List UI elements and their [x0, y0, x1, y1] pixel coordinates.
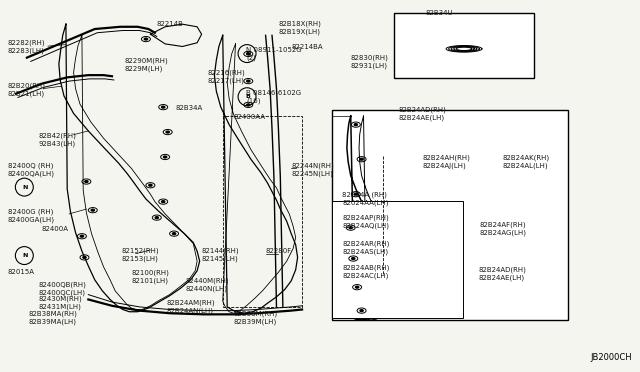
Circle shape: [247, 53, 250, 55]
Text: 82830(RH)
82931(LH): 82830(RH) 82931(LH): [351, 54, 388, 68]
Text: N: N: [22, 253, 28, 258]
Text: N: N: [22, 185, 28, 190]
Bar: [394, 13, 534, 78]
Text: 82244N(RH)
82245N(LH): 82244N(RH) 82245N(LH): [291, 162, 334, 176]
Circle shape: [247, 80, 250, 82]
Text: N: N: [245, 51, 250, 56]
Bar: [332, 110, 568, 320]
Text: 82216(RH)
82217(LH): 82216(RH) 82217(LH): [208, 69, 246, 83]
Text: 82214BA: 82214BA: [291, 44, 323, 49]
Text: 82B24AP(RH)
82B24AQ(LH): 82B24AP(RH) 82B24AQ(LH): [342, 214, 389, 228]
Text: 82152(RH)
82153(LH): 82152(RH) 82153(LH): [122, 248, 159, 262]
Text: 82400Q (RH)
82400QA(LH): 82400Q (RH) 82400QA(LH): [8, 162, 54, 176]
Text: 82400QB(RH)
82400QC(LH): 82400QB(RH) 82400QC(LH): [38, 281, 86, 295]
Text: 82400G (RH)
82400GA(LH): 82400G (RH) 82400GA(LH): [8, 209, 54, 223]
Text: 82B34U: 82B34U: [426, 10, 453, 16]
Text: 82B24AD(RH)
82B24AE(LH): 82B24AD(RH) 82B24AE(LH): [399, 106, 447, 121]
Text: 82400A: 82400A: [42, 226, 68, 232]
Text: 82B24AD(RH)
82B24AE(LH): 82B24AD(RH) 82B24AE(LH): [479, 266, 527, 280]
Circle shape: [145, 38, 148, 40]
Text: 82400AA: 82400AA: [234, 114, 266, 120]
Text: 82440M(RH)
82440N(LH): 82440M(RH) 82440N(LH): [186, 278, 229, 292]
Circle shape: [173, 233, 175, 235]
Text: 82B38MA(RH)
82B39MA(LH): 82B38MA(RH) 82B39MA(LH): [29, 311, 77, 325]
Circle shape: [83, 257, 86, 259]
Text: 82B20(RH)
82B21(LH): 82B20(RH) 82B21(LH): [8, 82, 45, 96]
Circle shape: [161, 201, 165, 202]
Text: B 08146-6102G
(16): B 08146-6102G (16): [246, 90, 301, 104]
Circle shape: [349, 227, 353, 228]
Circle shape: [352, 257, 355, 260]
Circle shape: [355, 124, 358, 126]
Text: 82B42(RH)
92B43(LH): 82B42(RH) 92B43(LH): [38, 132, 76, 147]
Circle shape: [156, 217, 159, 219]
Text: 82B24AK(RH)
82B24AL(LH): 82B24AK(RH) 82B24AL(LH): [502, 155, 550, 169]
Bar: [332, 201, 463, 318]
Text: 82B24A (RH)
82024AA(LH): 82B24A (RH) 82024AA(LH): [342, 192, 389, 206]
Text: 82B24AR(RH)
82B24AS(LH): 82B24AR(RH) 82B24AS(LH): [342, 240, 390, 254]
Text: 82B24AM(RH)
82B24AN(LH): 82B24AM(RH) 82B24AN(LH): [166, 300, 215, 314]
Text: 82B24AF(RH)
82B24AG(LH): 82B24AF(RH) 82B24AG(LH): [480, 222, 527, 236]
Text: 82100(RH)
82101(LH): 82100(RH) 82101(LH): [131, 270, 169, 284]
Text: 82280F: 82280F: [266, 248, 292, 254]
Text: 82B34A: 82B34A: [176, 105, 204, 111]
Circle shape: [161, 106, 165, 108]
Text: 82015A: 82015A: [8, 269, 35, 275]
Circle shape: [360, 310, 364, 312]
Text: 82290M(RH)
8229M(LH): 82290M(RH) 8229M(LH): [125, 58, 168, 72]
Text: 82B38M(RH)
82B39M(LH): 82B38M(RH) 82B39M(LH): [234, 311, 278, 325]
Text: 82282(RH)
82283(LH): 82282(RH) 82283(LH): [8, 39, 45, 54]
Text: 82430M(RH)
82431M(LH): 82430M(RH) 82431M(LH): [38, 296, 82, 310]
Text: B: B: [245, 94, 250, 99]
Circle shape: [166, 131, 169, 133]
Text: 82144(RH)
82145(LH): 82144(RH) 82145(LH): [202, 248, 239, 262]
Circle shape: [355, 193, 358, 195]
Circle shape: [247, 104, 250, 106]
Text: N 08911-1052G
(2): N 08911-1052G (2): [246, 47, 302, 61]
Circle shape: [85, 180, 88, 183]
Text: 82214B: 82214B: [157, 21, 184, 27]
Circle shape: [91, 209, 95, 211]
Text: JB2000CH: JB2000CH: [591, 353, 632, 362]
Text: 82B24AB(RH)
82B24AC(LH): 82B24AB(RH) 82B24AC(LH): [342, 264, 390, 279]
Circle shape: [356, 286, 359, 288]
Circle shape: [81, 235, 83, 237]
Circle shape: [360, 158, 364, 160]
Circle shape: [164, 156, 166, 158]
Text: 82B18X(RH)
82B19X(LH): 82B18X(RH) 82B19X(LH): [278, 21, 321, 35]
Text: 82B24AH(RH)
82B24AJ(LH): 82B24AH(RH) 82B24AJ(LH): [422, 155, 470, 169]
Circle shape: [148, 185, 152, 186]
